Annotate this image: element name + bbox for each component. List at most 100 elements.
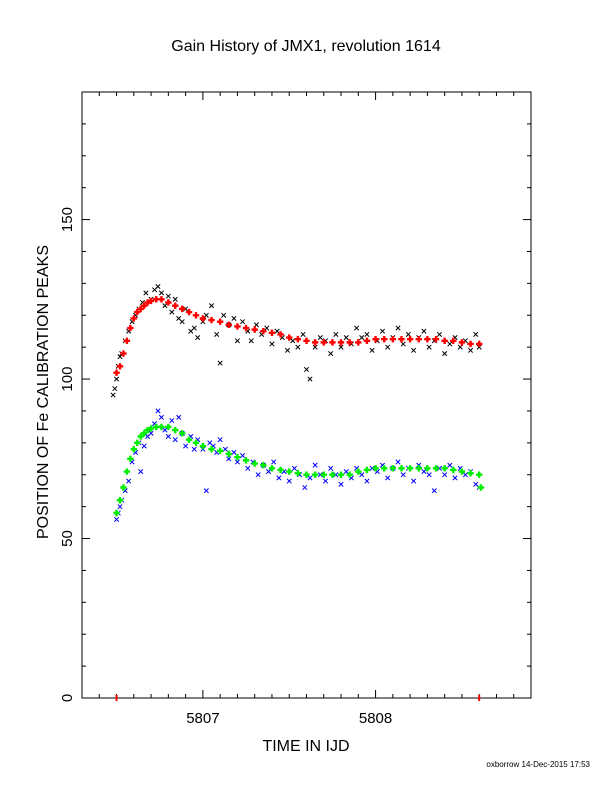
series-0-point (354, 325, 360, 331)
series-3-point (432, 465, 440, 472)
series-1-point (208, 316, 215, 324)
series-2-point (302, 484, 308, 491)
series-0-point (400, 341, 406, 347)
series-2-point (431, 488, 437, 494)
series-0-point (221, 312, 227, 318)
series-1-point (458, 339, 466, 346)
series-1-point (225, 321, 232, 329)
series-3-point (172, 426, 179, 434)
series-3-point (294, 469, 302, 477)
series-1-point (475, 340, 483, 348)
series-2-point (176, 414, 182, 420)
x-axis-label: TIME IN IJD (262, 738, 350, 755)
series-3-point (329, 471, 336, 478)
series-2-point (148, 430, 154, 436)
series-3-point (251, 460, 258, 467)
series-1-point (389, 335, 397, 343)
series-0-point (457, 344, 463, 350)
series-0-point (112, 386, 118, 392)
series-1-point (140, 302, 148, 309)
series-2-point (317, 472, 323, 478)
series-2-point (231, 449, 237, 455)
series-0-point (240, 319, 246, 325)
series-1-point (216, 318, 224, 325)
series-3-point (346, 471, 353, 478)
series-0-point (113, 376, 120, 382)
series-1-point (199, 315, 207, 322)
series-1-point (329, 339, 336, 346)
series-1-point (134, 308, 141, 316)
series-1-point (144, 299, 151, 306)
series-1-point (277, 331, 284, 338)
y-tick-label: 150 (59, 207, 76, 232)
series-2-point (343, 468, 349, 475)
axis-tick-labels: 0 50 100 150 5807 5808 (59, 207, 392, 727)
series-1-point (432, 335, 440, 343)
series-2-point (155, 408, 161, 414)
series-0-point (172, 296, 178, 302)
series-2-point (426, 472, 432, 478)
series-3-point (234, 453, 241, 461)
series-0-point (208, 303, 215, 309)
series-2-point (169, 417, 175, 424)
series-1-point (294, 335, 302, 343)
series-3-point (178, 430, 186, 437)
series-0-point (191, 325, 197, 331)
series-1-point (123, 337, 131, 344)
series-1-point (441, 337, 448, 344)
series-2-point (183, 443, 189, 449)
series-3-point (303, 471, 310, 478)
series-0-point (253, 322, 259, 328)
footer-stamp: oxborrow 14-Dec-2015 17:53 (486, 760, 590, 769)
series-1-point (158, 296, 165, 303)
series-2-point (411, 478, 417, 484)
series-1-point (311, 339, 319, 346)
series-1-point (147, 297, 155, 305)
series-0-point (295, 344, 301, 350)
series-3-point (441, 465, 448, 472)
series-3-point (192, 439, 200, 447)
series-0-point (217, 360, 223, 366)
series-3-point (277, 466, 284, 474)
series-0-point (214, 331, 220, 337)
series-1-point (424, 335, 431, 343)
series-3-point (242, 457, 250, 464)
series-1-point (192, 312, 200, 319)
series-2-point (385, 475, 391, 481)
series-3-point (450, 466, 457, 474)
series-3-point (185, 436, 193, 443)
series-2-point (291, 465, 297, 471)
series-1-point (372, 335, 379, 343)
series-0-point (328, 350, 334, 357)
series-1-point (120, 350, 127, 357)
series-0-point (179, 319, 185, 325)
series-2-point (421, 468, 427, 475)
series-3-point (467, 469, 474, 477)
series-3-point (477, 484, 485, 491)
series-3-point (286, 468, 293, 475)
series-2-point (286, 478, 292, 484)
series-1-point (381, 335, 388, 343)
series-2-point (165, 433, 171, 440)
series-2-point (191, 446, 197, 452)
series-0-point (473, 331, 479, 337)
series-3-point (389, 465, 397, 472)
series-1-point (303, 337, 310, 344)
data-points (110, 284, 485, 522)
series-3-point (216, 447, 224, 455)
series-2-point (395, 459, 401, 465)
series-3-point (120, 484, 127, 491)
series-1-point (127, 324, 134, 332)
series-3-point (381, 465, 388, 472)
series-2-point (328, 465, 334, 471)
series-3-point (415, 465, 422, 472)
series-3-point (475, 471, 483, 478)
series-3-point (199, 442, 207, 450)
series-1-point (130, 315, 138, 322)
series-3-point (355, 468, 362, 475)
series-3-point (260, 461, 267, 469)
series-2-point (462, 472, 468, 478)
series-3-point (406, 465, 414, 472)
series-0-point (274, 328, 280, 334)
series-0-point (269, 341, 275, 347)
